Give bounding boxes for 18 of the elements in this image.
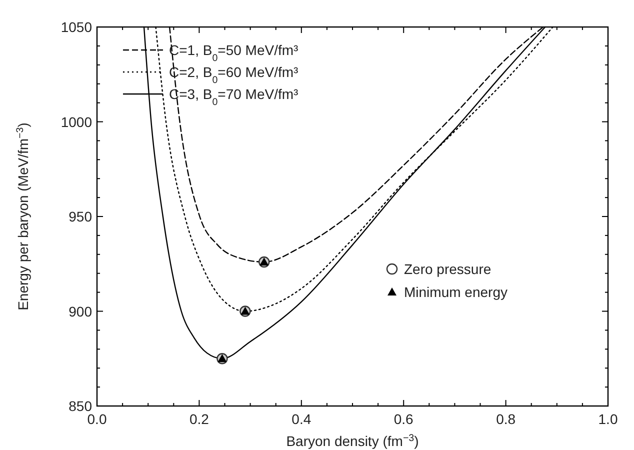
x-tick-label: 0.8 [496, 411, 516, 427]
legend-label: Minimum energy [404, 284, 508, 300]
y-tick-label: 1000 [60, 114, 92, 130]
x-tick-label: 0.4 [292, 411, 312, 427]
y-tick-label: 850 [68, 398, 92, 414]
point [260, 257, 269, 266]
legend-label: C=3, B$_{0}$=70 MeV/fm³ [169, 86, 299, 108]
x-tick-label: 0.2 [189, 411, 210, 427]
x-tick-label: 0.6 [394, 411, 414, 427]
legend-label: Zero pressure [404, 261, 492, 277]
x-axis-title: Baryon density (fm$^{−3}$) [286, 432, 419, 449]
y-tick-label: 950 [68, 208, 92, 224]
x-tick-label: 0.0 [87, 411, 107, 427]
x-tick-label: 1.0 [598, 411, 618, 427]
y-tick-label: 1050 [60, 19, 92, 35]
y-tick-label: 900 [68, 303, 92, 320]
legend-label: C=1, B$_{0}$=50 MeV/fm³ [169, 42, 299, 64]
legend-label: C=2, B$_{0}$=60 MeV/fm³ [169, 64, 299, 86]
